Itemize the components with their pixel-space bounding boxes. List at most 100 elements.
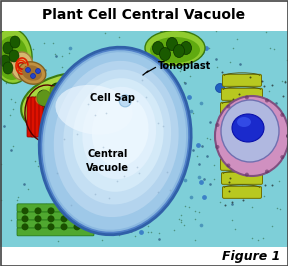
Ellipse shape bbox=[39, 47, 191, 235]
Point bbox=[270, 224, 274, 228]
Point bbox=[177, 217, 181, 221]
Ellipse shape bbox=[286, 134, 288, 138]
Point bbox=[232, 80, 237, 85]
Point bbox=[156, 105, 160, 110]
Point bbox=[179, 213, 183, 217]
Point bbox=[55, 171, 59, 175]
Point bbox=[97, 206, 102, 211]
Point bbox=[100, 238, 105, 242]
FancyBboxPatch shape bbox=[17, 220, 94, 228]
Point bbox=[15, 198, 19, 202]
Point bbox=[16, 195, 20, 199]
Point bbox=[160, 152, 164, 156]
Point bbox=[133, 98, 137, 102]
Point bbox=[174, 121, 179, 125]
FancyBboxPatch shape bbox=[219, 144, 264, 156]
Point bbox=[266, 168, 270, 172]
Point bbox=[75, 163, 79, 167]
FancyBboxPatch shape bbox=[17, 228, 94, 236]
Text: Tonoplast: Tonoplast bbox=[158, 61, 211, 71]
Ellipse shape bbox=[73, 78, 164, 192]
Point bbox=[75, 132, 79, 136]
Point bbox=[145, 66, 150, 70]
Point bbox=[116, 35, 121, 39]
Point bbox=[46, 180, 50, 184]
Point bbox=[249, 89, 254, 93]
Ellipse shape bbox=[35, 207, 41, 214]
Ellipse shape bbox=[103, 81, 113, 90]
Point bbox=[261, 236, 265, 240]
Point bbox=[19, 52, 24, 57]
Point bbox=[86, 102, 91, 106]
Point bbox=[204, 46, 209, 50]
Point bbox=[6, 54, 11, 59]
Point bbox=[231, 97, 236, 101]
Ellipse shape bbox=[111, 200, 120, 209]
Point bbox=[280, 119, 284, 124]
Point bbox=[50, 132, 54, 137]
Point bbox=[63, 218, 67, 222]
Point bbox=[9, 97, 14, 102]
FancyBboxPatch shape bbox=[39, 97, 46, 137]
Point bbox=[26, 186, 30, 191]
Point bbox=[169, 159, 174, 163]
Point bbox=[251, 115, 255, 119]
Point bbox=[8, 113, 13, 117]
Point bbox=[37, 161, 42, 165]
Point bbox=[230, 218, 234, 222]
Point bbox=[12, 100, 17, 104]
Point bbox=[121, 89, 125, 93]
Point bbox=[187, 74, 192, 78]
FancyBboxPatch shape bbox=[221, 88, 262, 100]
Point bbox=[152, 66, 157, 70]
Point bbox=[179, 218, 184, 222]
FancyBboxPatch shape bbox=[43, 97, 50, 137]
Point bbox=[136, 129, 140, 133]
Point bbox=[153, 116, 157, 120]
Ellipse shape bbox=[50, 83, 64, 99]
Point bbox=[272, 136, 276, 140]
Point bbox=[151, 91, 155, 95]
Point bbox=[67, 227, 71, 231]
Point bbox=[60, 65, 64, 69]
Ellipse shape bbox=[26, 68, 31, 73]
Point bbox=[208, 181, 213, 186]
Point bbox=[272, 47, 276, 51]
Point bbox=[22, 181, 27, 186]
Point bbox=[0, 198, 3, 202]
Point bbox=[191, 111, 196, 115]
Ellipse shape bbox=[31, 73, 35, 78]
Ellipse shape bbox=[3, 42, 13, 54]
Point bbox=[140, 78, 145, 82]
Ellipse shape bbox=[9, 50, 19, 62]
Point bbox=[269, 114, 273, 118]
Point bbox=[68, 203, 73, 207]
Point bbox=[276, 106, 281, 110]
Point bbox=[161, 124, 166, 128]
Point bbox=[196, 143, 200, 147]
Point bbox=[112, 140, 117, 144]
Ellipse shape bbox=[22, 215, 29, 222]
Point bbox=[144, 65, 149, 69]
Point bbox=[139, 230, 143, 234]
Point bbox=[148, 230, 153, 235]
Point bbox=[62, 137, 66, 141]
Point bbox=[238, 62, 243, 66]
Ellipse shape bbox=[60, 223, 67, 230]
Point bbox=[39, 66, 44, 70]
Point bbox=[97, 148, 101, 153]
Point bbox=[53, 89, 57, 93]
Point bbox=[283, 80, 288, 84]
Point bbox=[227, 176, 232, 180]
Point bbox=[156, 121, 160, 125]
Point bbox=[145, 146, 149, 150]
Point bbox=[10, 107, 15, 111]
Point bbox=[201, 177, 206, 181]
Point bbox=[128, 229, 133, 233]
Point bbox=[165, 170, 169, 174]
Point bbox=[1, 57, 6, 61]
Point bbox=[219, 70, 224, 74]
Point bbox=[93, 192, 98, 196]
Point bbox=[195, 154, 199, 158]
Point bbox=[240, 184, 244, 188]
